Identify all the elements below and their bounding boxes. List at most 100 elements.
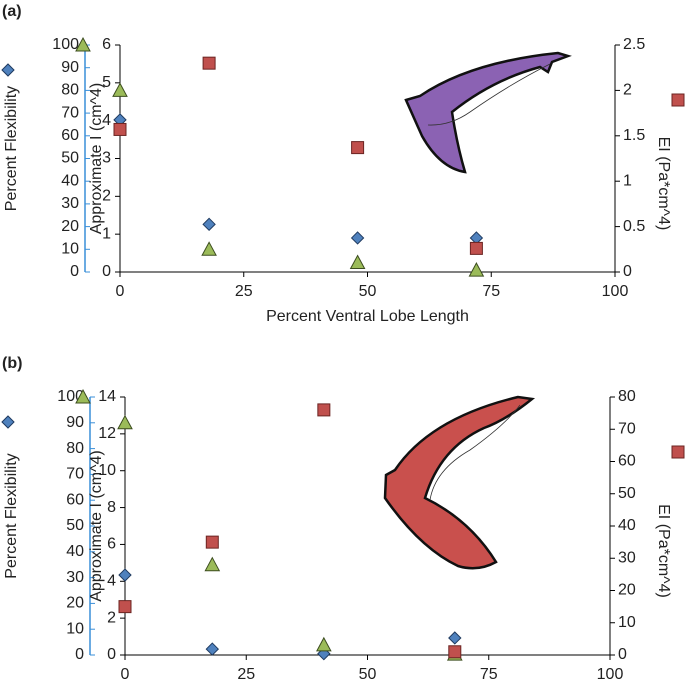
y2-tick-label: 70 [618, 420, 636, 437]
y3-tick-label: 60 [61, 127, 79, 144]
y3-axis-label: Percent Flexibility [3, 86, 20, 211]
x-tick-label: 50 [359, 283, 377, 300]
y3-tick-label: 80 [66, 440, 84, 457]
y-tick-label: 2 [107, 609, 116, 626]
data-point [205, 535, 219, 549]
y-tick-label: 0 [102, 263, 111, 280]
y-tick-label: 2 [102, 188, 111, 205]
panel-label: (a) [2, 3, 22, 20]
y2-tick-label: 2 [623, 82, 632, 99]
y3-tick-label: 40 [66, 543, 84, 560]
panel-label: (b) [2, 355, 22, 372]
y2-tick-label: 0 [623, 263, 632, 280]
y-tick-label: 3 [102, 150, 111, 167]
legend-marker [75, 388, 91, 404]
x-tick-label: 0 [121, 666, 130, 680]
data-point [316, 636, 332, 652]
y3-tick-label: 50 [66, 517, 84, 534]
data-point [118, 568, 132, 582]
legend-marker [75, 36, 91, 52]
data-point [201, 241, 217, 256]
y3-tick-label: 20 [66, 595, 84, 612]
data-point [117, 414, 133, 430]
y-tick-label: 4 [107, 573, 116, 590]
x-tick-label: 75 [482, 283, 500, 300]
legend-marker [1, 63, 15, 77]
data-point [351, 141, 365, 155]
x-tick-label: 25 [235, 283, 253, 300]
x-tick-label: 100 [597, 666, 624, 680]
y-tick-label: 8 [107, 499, 116, 516]
y3-tick-label: 50 [61, 150, 79, 167]
x-tick-label: 25 [237, 666, 255, 680]
y-axis-label: Approximate I (cm^4) [88, 83, 105, 235]
y-tick-label: 0 [107, 646, 116, 663]
y2-tick-label: 1.5 [623, 127, 645, 144]
y3-tick-label: 90 [66, 414, 84, 431]
data-point [118, 600, 132, 614]
x-tick-label: 0 [116, 283, 125, 300]
y3-tick-label: 40 [61, 172, 79, 189]
data-point [448, 631, 462, 645]
y2-tick-label: 0 [618, 646, 627, 663]
data-point [468, 262, 485, 277]
y-tick-label: 14 [98, 388, 116, 405]
data-point [112, 82, 128, 97]
data-point [469, 241, 483, 255]
y3-tick-label: 80 [61, 82, 79, 99]
y2-tick-label: 10 [618, 614, 636, 631]
tail-midline [429, 404, 521, 501]
tail-silhouette [383, 395, 536, 570]
y3-tick-label: 0 [70, 263, 79, 280]
y3-tick-label: 10 [61, 241, 79, 258]
data-point [204, 556, 221, 572]
y-tick-label: 1 [102, 225, 111, 242]
y3-tick-label: 100 [52, 36, 79, 53]
y2-tick-label: 80 [618, 388, 636, 405]
y2-tick-label: 20 [618, 582, 636, 599]
data-point [202, 217, 216, 232]
y-tick-label: 6 [107, 536, 116, 553]
y3-tick-label: 20 [61, 218, 79, 235]
tail-silhouette [404, 51, 572, 174]
x-tick-label: 100 [602, 283, 629, 300]
y3-tick-label: 60 [66, 491, 84, 508]
data-point [205, 642, 220, 656]
tail-midline [427, 63, 551, 126]
y2-tick-label: 2.5 [623, 36, 645, 53]
y-tick-label: 5 [102, 74, 111, 91]
x-tick-label: 50 [359, 666, 377, 680]
y3-tick-label: 0 [75, 646, 84, 663]
data-point [349, 254, 366, 270]
y3-tick-label: 90 [61, 59, 79, 76]
y-tick-label: 10 [98, 462, 116, 479]
data-point [448, 645, 462, 659]
data-point [317, 403, 331, 417]
x-tick-label: 75 [480, 666, 498, 680]
legend-marker [1, 415, 15, 429]
y-axis-label: Approximate I (cm^4) [88, 450, 105, 602]
y2-tick-label: 1 [623, 172, 632, 189]
y-tick-label: 12 [98, 425, 116, 442]
y-tick-label: 6 [102, 36, 111, 53]
y2-tick-label: 40 [618, 517, 636, 534]
data-point [350, 231, 365, 245]
y3-tick-label: 30 [66, 569, 84, 586]
y2-tick-label: 50 [618, 485, 636, 502]
y2-tick-label: 30 [618, 549, 636, 566]
y2-axis-label: EI (Pa*cm^4) [655, 504, 672, 598]
y2-axis-label: EI (Pa*cm^4) [655, 137, 672, 231]
y3-tick-label: 70 [61, 104, 79, 121]
legend-marker [671, 93, 685, 107]
legend-marker [671, 445, 685, 459]
y3-tick-label: 70 [66, 466, 84, 483]
data-point [202, 56, 216, 70]
y3-axis-label: Percent Flexibility [3, 453, 20, 578]
y-tick-label: 4 [102, 112, 111, 129]
x-axis-label: Percent Ventral Lobe Length [266, 308, 469, 325]
y2-tick-label: 60 [618, 453, 636, 470]
y3-tick-label: 10 [66, 620, 84, 637]
y2-tick-label: 0.5 [623, 218, 645, 235]
data-point [113, 122, 127, 136]
